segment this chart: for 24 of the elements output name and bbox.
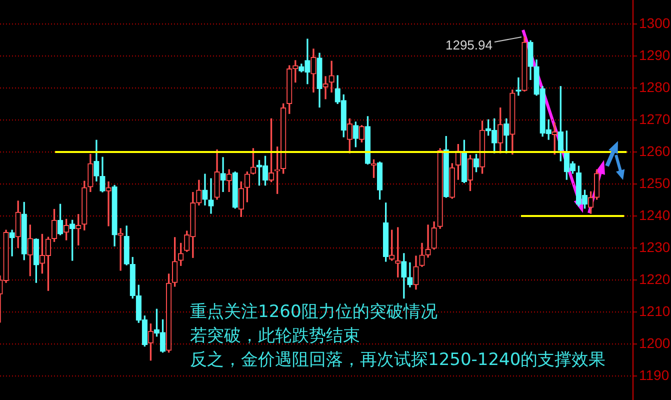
y-tick-label: 1290 [639, 46, 670, 63]
candlestick [328, 60, 334, 92]
y-tick-label: 1300 [639, 14, 670, 31]
candlestick [220, 157, 226, 192]
candlestick [425, 224, 431, 258]
annotation: 若突破，此轮跌势结束 [190, 326, 360, 346]
candlestick [208, 178, 214, 214]
y-tick-label: 1240 [639, 206, 670, 223]
candlestick [9, 230, 15, 256]
y-tick-label: 1200 [639, 334, 670, 351]
y-tick-label: 1260 [639, 142, 670, 159]
candlestick [516, 77, 522, 96]
annotation: 重点关注1260阻力位的突破情况 [190, 302, 438, 322]
y-tick-label: 1280 [639, 78, 670, 95]
y-tick-label: 1220 [639, 270, 670, 287]
y-tick-label: 1210 [639, 302, 670, 319]
y-tick-label: 1270 [639, 110, 670, 127]
y-tick-label: 1250 [639, 174, 670, 191]
candlestick [106, 181, 112, 226]
y-tick-label: 1190 [639, 366, 670, 383]
y-tick-label: 1230 [639, 238, 670, 255]
annotation: 1295.94 [445, 38, 492, 53]
annotation: 反之，金价遇阻回落，再次试探1250-1240的支撑效果 [190, 350, 606, 370]
candlestick [322, 76, 328, 100]
